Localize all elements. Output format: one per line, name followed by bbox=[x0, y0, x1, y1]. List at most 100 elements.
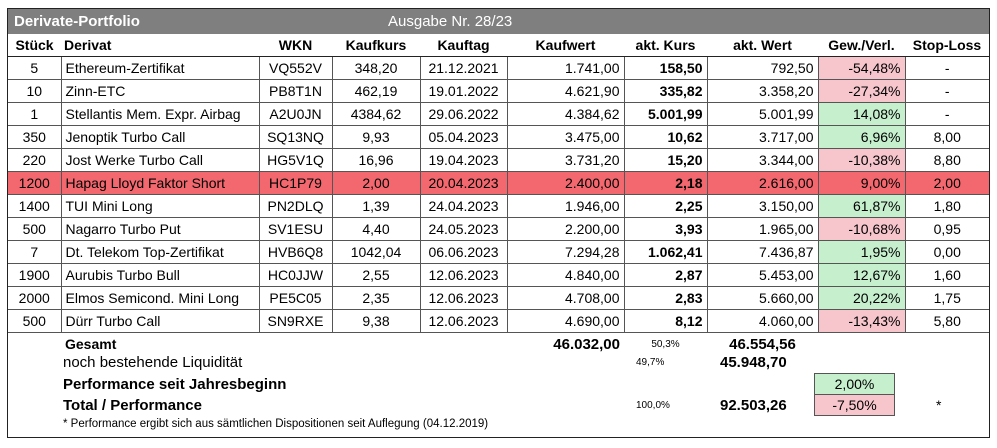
stueck-cell: 7 bbox=[8, 240, 62, 264]
table-row: 220 Jost Werke Turbo Call HG5V1Q 16,96 19.04… bbox=[8, 148, 989, 172]
stop-loss-cell: 1,80 bbox=[904, 194, 989, 218]
total-kaufwert: 46.032,00 bbox=[507, 332, 624, 355]
akt-kurs-cell: 8,12 bbox=[623, 309, 708, 333]
kauftag-cell: 12.06.2023 bbox=[419, 286, 508, 310]
akt-kurs-cell: 10,62 bbox=[623, 125, 708, 149]
liquidity-label: noch bestehende Liquidität bbox=[63, 354, 243, 371]
table-row: 1 Stellantis Mem. Expr. Airbag A2U0JN 4384,… bbox=[8, 102, 989, 126]
stueck-cell: 1900 bbox=[8, 263, 62, 287]
stueck-cell: 1 bbox=[8, 102, 62, 126]
akt-kurs-cell: 2,18 bbox=[623, 171, 708, 195]
kaufwert-cell: 4.621,90 bbox=[506, 79, 625, 103]
table-row: 500 Dürr Turbo Call SN9RXE 9,38 12.06.2023 4.… bbox=[8, 309, 989, 333]
stueck-cell: 2000 bbox=[8, 286, 62, 310]
col-header-gew-verl: Gew./Verl. bbox=[818, 34, 905, 57]
total-performance-share: 100,0% bbox=[636, 400, 670, 411]
gew-verl-cell: -10,38% bbox=[817, 148, 906, 172]
stueck-cell: 220 bbox=[8, 148, 62, 172]
stueck-cell: 1200 bbox=[8, 171, 62, 195]
liquidity-value: 45.948,70 bbox=[720, 354, 787, 371]
kaufkurs-cell: 1042,04 bbox=[331, 240, 421, 264]
kauftag-cell: 06.06.2023 bbox=[419, 240, 508, 264]
stop-loss-cell: 8,80 bbox=[904, 148, 989, 172]
col-header-kaufwert: Kaufwert bbox=[507, 34, 624, 57]
kauftag-cell: 24.05.2023 bbox=[419, 217, 508, 241]
col-header-derivat: Derivat bbox=[61, 34, 259, 57]
derivat-cell: Aurubis Turbo Bull bbox=[60, 263, 260, 287]
kaufkurs-cell: 9,93 bbox=[331, 125, 421, 149]
stueck-cell: 500 bbox=[8, 309, 62, 333]
derivat-cell: Zinn-ETC bbox=[60, 79, 260, 103]
total-performance-label: Total / Performance bbox=[63, 397, 202, 414]
stop-loss-cell: 0,95 bbox=[904, 217, 989, 241]
wkn-cell: HC1P79 bbox=[258, 171, 333, 195]
akt-wert-cell: 7.436,87 bbox=[706, 240, 819, 264]
wkn-cell: HG5V1Q bbox=[258, 148, 333, 172]
derivat-cell: Dürr Turbo Call bbox=[60, 309, 260, 333]
ytd-performance-value: 2,00% bbox=[814, 373, 895, 395]
gew-verl-cell: 1,95% bbox=[817, 240, 906, 264]
akt-wert-cell: 5.453,00 bbox=[706, 263, 819, 287]
stueck-cell: 5 bbox=[8, 56, 62, 80]
wkn-cell: PB8T1N bbox=[258, 79, 333, 103]
kaufwert-cell: 4.690,00 bbox=[506, 309, 625, 333]
wkn-cell: A2U0JN bbox=[258, 102, 333, 126]
kaufkurs-cell: 348,20 bbox=[331, 56, 421, 80]
derivat-cell: Elmos Semicond. Mini Long bbox=[60, 286, 260, 310]
total-performance-mark: * bbox=[936, 397, 942, 413]
kauftag-cell: 19.04.2023 bbox=[419, 148, 508, 172]
kaufkurs-cell: 2,00 bbox=[331, 171, 421, 195]
akt-kurs-cell: 2,25 bbox=[623, 194, 708, 218]
portfolio-sheet: Derivate-Portfolio Ausgabe Nr. 28/23 Stü… bbox=[7, 8, 990, 438]
akt-wert-cell: 2.616,00 bbox=[706, 171, 819, 195]
table-row-highlighted: 1200 Hapag Lloyd Faktor Short HC1P79 2,00 20… bbox=[8, 171, 989, 195]
kaufwert-cell: 2.400,00 bbox=[506, 171, 625, 195]
total-performance-pct: -7,50% bbox=[814, 394, 895, 416]
table-row: 7 Dt. Telekom Top-Zertifikat HVB6Q8 1042,04… bbox=[8, 240, 989, 264]
akt-kurs-cell: 335,82 bbox=[623, 79, 708, 103]
derivat-cell: Hapag Lloyd Faktor Short bbox=[60, 171, 260, 195]
kaufkurs-cell: 4384,62 bbox=[331, 102, 421, 126]
derivat-cell: TUI Mini Long bbox=[60, 194, 260, 218]
kaufwert-cell: 3.475,00 bbox=[506, 125, 625, 149]
derivat-cell: Jenoptik Turbo Call bbox=[60, 125, 260, 149]
wkn-cell: VQ552V bbox=[258, 56, 333, 80]
stop-loss-cell: 0,00 bbox=[904, 240, 989, 264]
title-banner: Derivate-Portfolio Ausgabe Nr. 28/23 bbox=[8, 9, 989, 34]
col-header-akt-wert: akt. Wert bbox=[707, 34, 818, 57]
stop-loss-cell: 2,00 bbox=[904, 171, 989, 195]
derivat-cell: Ethereum-Zertifikat bbox=[60, 56, 260, 80]
wkn-cell: HC0JJW bbox=[258, 263, 333, 287]
akt-kurs-cell: 3,93 bbox=[623, 217, 708, 241]
stop-loss-cell: - bbox=[904, 102, 989, 126]
gew-verl-cell: -13,43% bbox=[817, 309, 906, 333]
liquidity-share: 49,7% bbox=[636, 357, 665, 368]
portfolio-title: Derivate-Portfolio bbox=[14, 13, 140, 30]
col-header-stueck: Stück bbox=[8, 34, 61, 57]
kaufkurs-cell: 2,55 bbox=[331, 263, 421, 287]
akt-kurs-cell: 2,83 bbox=[623, 286, 708, 310]
derivat-cell: Nagarro Turbo Put bbox=[60, 217, 260, 241]
gew-verl-cell: 14,08% bbox=[817, 102, 906, 126]
akt-wert-cell: 3.717,00 bbox=[706, 125, 819, 149]
stueck-cell: 1400 bbox=[8, 194, 62, 218]
derivat-cell: Stellantis Mem. Expr. Airbag bbox=[60, 102, 260, 126]
kaufkurs-cell: 9,38 bbox=[331, 309, 421, 333]
header-row: Stück Derivat WKN Kaufkurs Kauftag Kaufw… bbox=[8, 34, 989, 57]
wkn-cell: SN9RXE bbox=[258, 309, 333, 333]
total-row: Gesamt 46.032,00 50,3% 46.554,56 bbox=[8, 332, 989, 355]
kaufkurs-cell: 2,35 bbox=[331, 286, 421, 310]
gew-verl-cell: 12,67% bbox=[817, 263, 906, 287]
stop-loss-cell: 1,60 bbox=[904, 263, 989, 287]
akt-kurs-cell: 2,87 bbox=[623, 263, 708, 287]
kauftag-cell: 29.06.2022 bbox=[419, 102, 508, 126]
akt-wert-cell: 4.060,00 bbox=[706, 309, 819, 333]
akt-wert-cell: 3.150,00 bbox=[706, 194, 819, 218]
stueck-cell: 350 bbox=[8, 125, 62, 149]
gew-verl-cell: 6,96% bbox=[817, 125, 906, 149]
col-header-kauftag: Kauftag bbox=[420, 34, 507, 57]
ytd-performance-label: Performance seit Jahresbeginn bbox=[63, 376, 287, 393]
kaufwert-cell: 4.840,00 bbox=[506, 263, 625, 287]
edition-label: Ausgabe Nr. 28/23 bbox=[388, 13, 513, 30]
gew-verl-cell: 9,00% bbox=[817, 171, 906, 195]
